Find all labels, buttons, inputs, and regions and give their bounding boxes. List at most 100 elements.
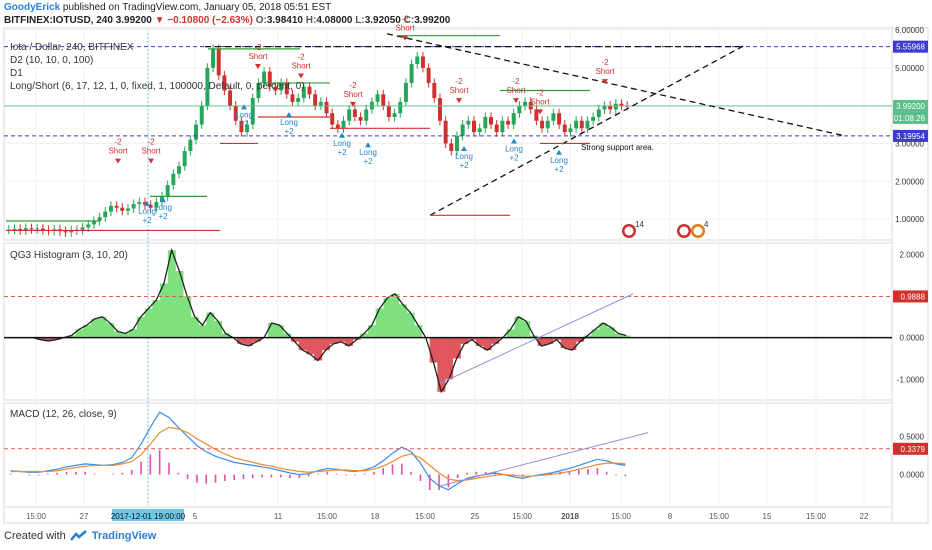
- candle-body: [335, 124, 340, 129]
- short-signal-label: Short: [108, 147, 128, 156]
- candle-body: [313, 94, 318, 106]
- candle-body: [233, 105, 238, 121]
- long-signal-label: Long: [154, 203, 172, 212]
- candle-body: [216, 48, 221, 76]
- long-value-label: +2: [509, 153, 519, 162]
- candle-body: [262, 71, 267, 83]
- histogram-bar: [90, 318, 99, 338]
- candle-body: [477, 128, 482, 133]
- histogram-trendline: [439, 293, 634, 384]
- event-flag-1[interactable]: 14: [622, 220, 644, 238]
- histogram-bar: [545, 337, 554, 344]
- legend-d2: D2 (10, 10, 0, 100): [10, 55, 93, 66]
- histogram-bar: [52, 337, 61, 340]
- histogram-bar: [306, 337, 315, 355]
- histogram-bar: [360, 333, 369, 338]
- candle-body: [91, 220, 96, 225]
- price-badge: [893, 99, 928, 112]
- candle-body: [120, 207, 125, 211]
- long-arrow-icon: [286, 111, 292, 117]
- macd-pane[interactable]: [3, 402, 893, 508]
- candle-body: [409, 64, 414, 83]
- short-value-label: -2: [455, 77, 463, 86]
- histogram-bar: [160, 283, 169, 338]
- histogram-level-badge-text: 0.9888: [901, 292, 926, 301]
- candle-body: [35, 228, 40, 230]
- histogram-bar: [445, 337, 454, 380]
- event-flag-2[interactable]: 4: [677, 220, 709, 238]
- histogram-bar: [252, 337, 261, 342]
- candle-body: [341, 120, 346, 129]
- candle-body: [534, 109, 539, 121]
- candle-body: [585, 120, 590, 129]
- short-value-label: -2: [114, 138, 122, 147]
- time-tick-label: 27: [80, 512, 89, 521]
- histogram-bar: [552, 337, 561, 340]
- short-signal-label: Short: [343, 90, 363, 99]
- histogram-bar: [491, 337, 500, 344]
- candle-body: [12, 228, 17, 230]
- long-value-label: +2: [239, 119, 249, 128]
- histogram-bar: [129, 329, 138, 338]
- candle-body: [330, 113, 335, 125]
- candle-body: [506, 120, 511, 125]
- price-tick-label: 1.00000: [895, 215, 924, 224]
- histogram-bar: [591, 329, 600, 338]
- candle-body: [256, 82, 261, 99]
- short-arrow-icon: [402, 35, 408, 41]
- histogram-bar: [583, 335, 592, 338]
- price-badge: [893, 129, 928, 142]
- candle-body: [562, 124, 567, 133]
- histogram-tick-label: 2.0000: [900, 250, 925, 259]
- candle-body: [301, 86, 306, 99]
- long-signal-label: Long: [280, 118, 298, 127]
- candle-body: [103, 211, 108, 218]
- macd-line: [10, 411, 626, 491]
- short-signal-label: Short: [291, 61, 311, 70]
- short-arrow-icon: [513, 98, 519, 104]
- time-tick-label: 15:00: [512, 512, 533, 521]
- candle-body: [279, 82, 284, 91]
- candle-body: [364, 109, 369, 121]
- candle-body: [466, 120, 471, 125]
- candle-body: [596, 109, 601, 117]
- candle-body: [205, 67, 210, 106]
- macd-level-badge-text: 0.3379: [901, 445, 926, 454]
- short-value-label: -2: [401, 15, 409, 24]
- long-signal-label: Long: [505, 144, 523, 153]
- candle-body: [443, 120, 448, 144]
- histogram-bar: [414, 325, 423, 338]
- histogram-bar: [144, 308, 153, 338]
- long-signal-label: Long: [455, 152, 473, 161]
- long-arrow-icon: [556, 149, 562, 155]
- candle-body: [511, 113, 516, 125]
- histogram-bar: [298, 337, 307, 351]
- candle-body: [483, 116, 488, 129]
- candle-body: [386, 105, 391, 117]
- candle-body: [426, 67, 431, 83]
- histogram-bar: [183, 295, 192, 338]
- candle-body: [381, 94, 386, 106]
- candle-body: [142, 202, 147, 205]
- main-pane[interactable]: [3, 27, 893, 241]
- price-tick-label: 6.00000: [895, 26, 924, 35]
- candle-body: [148, 204, 153, 208]
- histogram-bar: [622, 335, 631, 338]
- histogram-bar: [206, 312, 215, 338]
- candle-body: [250, 98, 255, 125]
- candle-body: [517, 105, 522, 114]
- candle-body: [199, 105, 204, 125]
- legend-long-short: Long/Short (6, 17, 12, 1, 0, fixed, 1, 1…: [10, 81, 305, 92]
- macd-level-badge: [893, 442, 928, 455]
- histogram-bar: [314, 337, 323, 361]
- event-count-1: 14: [635, 220, 644, 229]
- candle-body: [154, 202, 159, 208]
- short-signal-label: Short: [595, 67, 615, 76]
- candle-body: [472, 120, 476, 133]
- tradingview-brand[interactable]: TradingView: [91, 530, 157, 542]
- short-arrow-icon: [255, 64, 261, 70]
- histogram-bar: [121, 333, 130, 338]
- close-value: 3.99200: [414, 15, 451, 26]
- author-link[interactable]: GoodyErick: [4, 2, 61, 13]
